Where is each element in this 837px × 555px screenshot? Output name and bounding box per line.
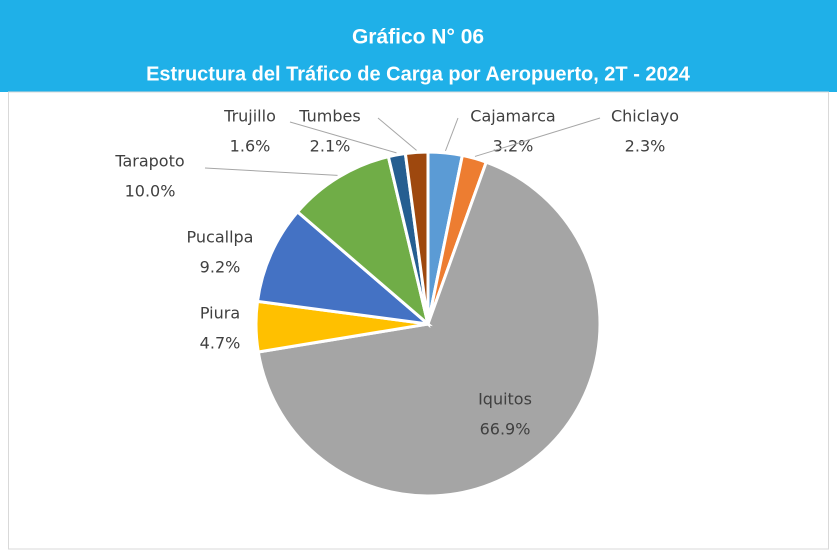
pie-slice (255, 209, 433, 327)
leader-line (289, 121, 397, 154)
slice-value-label: 2.3% (625, 137, 666, 156)
leader-line (204, 167, 338, 176)
slice-value-label: 3.2% (493, 137, 534, 156)
leader-line (474, 117, 601, 157)
slice-value-label: 1.6% (230, 137, 271, 156)
slice-label: Piura (200, 304, 240, 323)
leader-line (377, 117, 417, 151)
chart-subtitle: Estructura del Tráfico de Carga por Aero… (146, 63, 691, 85)
slice-label: Chiclayo (611, 107, 679, 126)
slice-value-label: 4.7% (200, 334, 241, 353)
pie-slice (256, 160, 602, 498)
slice-label: Tumbes (298, 107, 360, 126)
slice-value-label: 2.1% (310, 137, 351, 156)
pie-slice (295, 154, 431, 329)
slice-label: Pucallpa (187, 228, 254, 247)
leader-line (444, 117, 459, 152)
slice-value-label: 66.9% (480, 420, 531, 439)
slice-label: Cajamarca (470, 107, 555, 126)
pie-slice (403, 150, 430, 325)
slice-label: Tarapoto (114, 152, 184, 171)
slice-label: Trujillo (223, 107, 276, 126)
slice-value-label: 10.0% (125, 182, 176, 201)
chart-title: Gráfico N° 06 (352, 26, 484, 49)
slice-label: Iquitos (478, 390, 532, 409)
header-band (0, 0, 837, 92)
plot-frame (8, 91, 829, 550)
slice-value-label: 9.2% (200, 258, 241, 277)
